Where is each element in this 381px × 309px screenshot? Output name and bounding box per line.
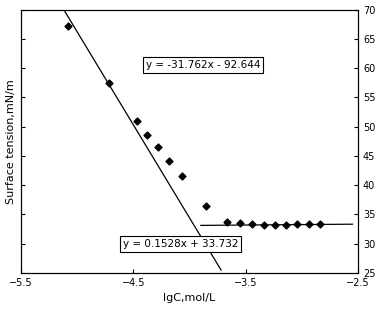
Text: y = -31.762x - 92.644: y = -31.762x - 92.644 bbox=[146, 60, 260, 70]
Point bbox=[134, 118, 140, 123]
Point bbox=[261, 222, 267, 227]
Point bbox=[250, 222, 256, 227]
Point bbox=[65, 23, 71, 28]
Point bbox=[106, 80, 112, 85]
Point bbox=[155, 145, 161, 150]
Point bbox=[237, 221, 243, 226]
Y-axis label: Surface tension,mN/m: Surface tension,mN/m bbox=[6, 79, 16, 204]
Point bbox=[317, 222, 323, 227]
Point bbox=[224, 219, 230, 224]
Point bbox=[144, 133, 150, 138]
Point bbox=[179, 174, 185, 179]
Text: y = 0.1528x + 33.732: y = 0.1528x + 33.732 bbox=[123, 239, 239, 249]
X-axis label: lgC,mol/L: lgC,mol/L bbox=[163, 294, 216, 303]
Point bbox=[306, 222, 312, 227]
Point bbox=[295, 222, 301, 227]
Point bbox=[203, 203, 210, 208]
Point bbox=[166, 158, 173, 163]
Point bbox=[283, 222, 289, 227]
Point bbox=[272, 222, 278, 227]
